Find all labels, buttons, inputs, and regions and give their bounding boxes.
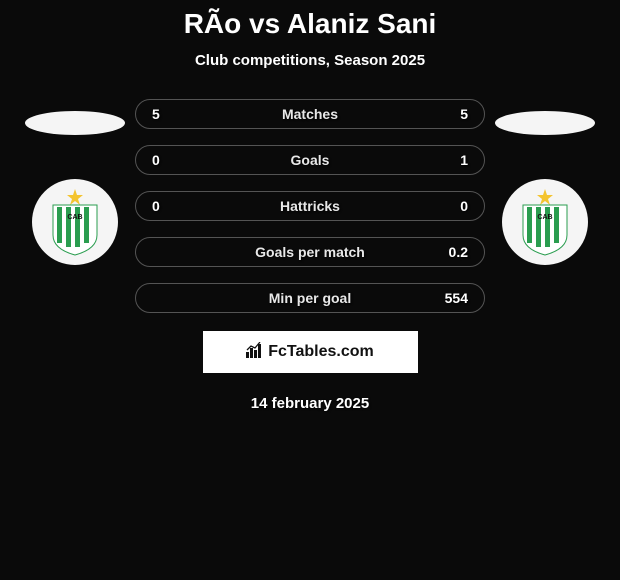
- stat-right-value: 5: [460, 106, 468, 122]
- brand-text: FcTables.com: [268, 343, 374, 361]
- stat-label: Goals: [291, 152, 330, 168]
- chart-icon: [246, 342, 264, 363]
- date-text: 14 february 2025: [0, 395, 620, 412]
- svg-text:CAB: CAB: [67, 214, 82, 221]
- shield-icon: CAB: [515, 187, 575, 257]
- stat-left-value: 0: [152, 198, 160, 214]
- shield-icon: CAB: [45, 187, 105, 257]
- stats-column: 5 Matches 5 0 Goals 1 0 Hattricks 0 Goal…: [135, 99, 485, 313]
- stat-right-value: 0.2: [449, 244, 468, 260]
- left-column: CAB: [25, 99, 125, 265]
- stat-row-min-per-goal: Min per goal 554: [135, 283, 485, 313]
- stat-row-matches: 5 Matches 5: [135, 99, 485, 129]
- stat-row-goals-per-match: Goals per match 0.2: [135, 237, 485, 267]
- stat-left-value: 0: [152, 152, 160, 168]
- comparison-card: RÃo vs Alaniz Sani Club competitions, Se…: [0, 0, 620, 412]
- svg-text:CAB: CAB: [537, 214, 552, 221]
- stat-row-hattricks: 0 Hattricks 0: [135, 191, 485, 221]
- brand-logo[interactable]: FcTables.com: [203, 331, 418, 373]
- stat-label: Goals per match: [255, 244, 365, 260]
- stat-right-value: 0: [460, 198, 468, 214]
- main-area: CAB 5 Matches 5 0 Goals 1 0 Hattricks 0: [0, 99, 620, 313]
- stat-row-goals: 0 Goals 1: [135, 145, 485, 175]
- stat-label: Matches: [282, 106, 338, 122]
- team-crest-left: CAB: [32, 179, 118, 265]
- stat-left-value: 5: [152, 106, 160, 122]
- page-title: RÃo vs Alaniz Sani: [0, 8, 620, 40]
- stat-label: Min per goal: [269, 290, 351, 306]
- team-crest-right: CAB: [502, 179, 588, 265]
- subtitle: Club competitions, Season 2025: [0, 52, 620, 69]
- right-column: CAB: [495, 99, 595, 265]
- player-placeholder-right: [495, 111, 595, 135]
- stat-label: Hattricks: [280, 198, 340, 214]
- stat-right-value: 554: [445, 290, 468, 306]
- stat-right-value: 1: [460, 152, 468, 168]
- player-placeholder-left: [25, 111, 125, 135]
